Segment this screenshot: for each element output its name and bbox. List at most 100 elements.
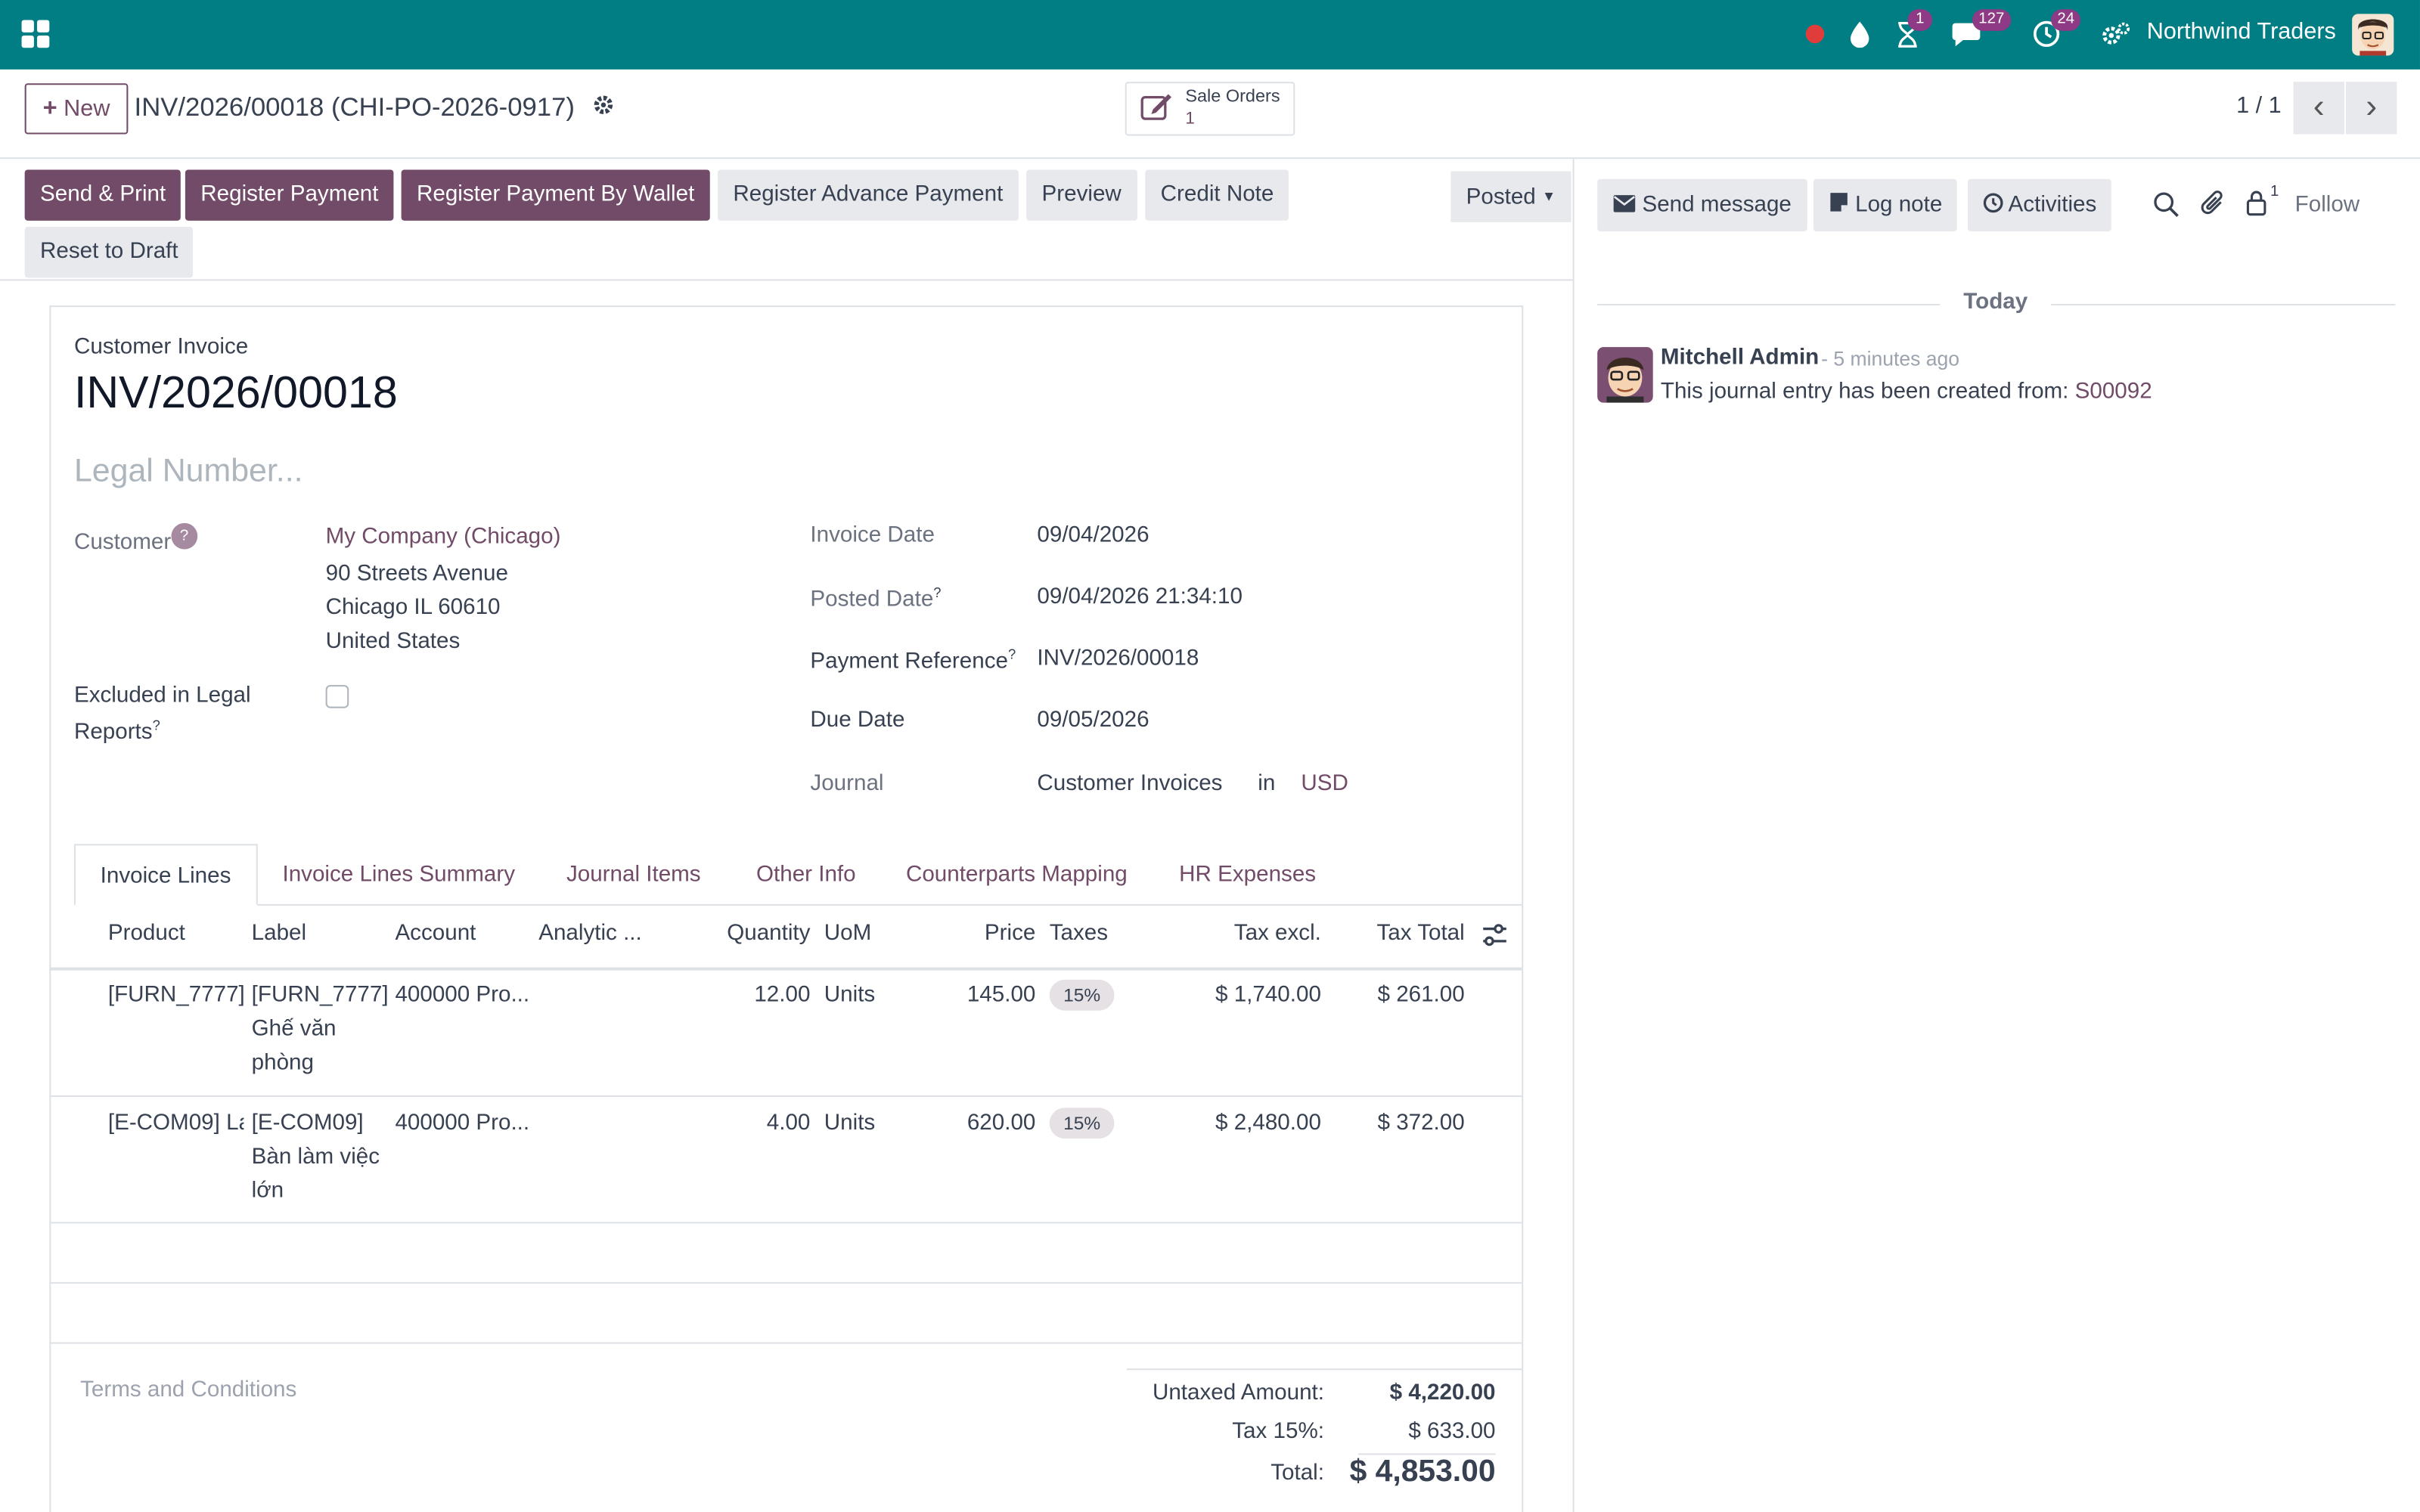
message-author[interactable]: Mitchell Admin [1660,345,1820,370]
credit-note-button[interactable]: Credit Note [1145,169,1289,221]
gear-icon[interactable] [593,89,615,123]
column-header-analytic[interactable]: Analytic ... [538,921,642,947]
column-header-product[interactable]: Product [107,921,185,947]
timers-badge: 24 [2051,9,2081,31]
row-1-product[interactable]: [FURN_7777] ' [107,982,244,1008]
row-2-tax-excl: $ 2,480.00 [1215,1111,1321,1136]
author-avatar[interactable] [1597,347,1653,403]
column-header-quantity[interactable]: Quantity [727,921,811,947]
date-separator-line [2051,304,2396,306]
preview-button[interactable]: Preview [1026,169,1137,221]
customer-link[interactable]: My Company (Chicago) [325,524,561,550]
pager-value[interactable]: 1 / 1 [2236,92,2282,119]
column-header-uom[interactable]: UoM [824,921,872,947]
record-dot-icon[interactable] [1800,15,1831,52]
gear-users-icon[interactable] [2099,15,2133,52]
pager-next-button[interactable]: › [2346,82,2397,135]
envelope-icon [1613,193,1637,218]
status-dropdown[interactable]: Posted ▼ [1450,171,1571,222]
row-1-label-line-3: phòng [251,1050,314,1076]
lock-icon [2245,191,2267,222]
tax-value: $ 633.00 [1408,1419,1496,1445]
followers-count: 1 [2270,183,2279,201]
invoice-date-field[interactable]: 09/04/2026 [1037,522,1150,548]
column-header-label[interactable]: Label [251,921,307,947]
follow-button[interactable]: Follow [2294,193,2360,218]
sale-orders-smart-button[interactable]: Sale Orders 1 [1125,82,1295,136]
register-payment-button[interactable]: Register Payment [185,169,394,221]
total-border [1357,1453,1496,1455]
customer-label-text: Customer [73,530,172,556]
row-2-tax-tag: 15% [1049,1108,1115,1139]
new-button[interactable]: + New [24,83,129,135]
drop-icon[interactable] [1844,15,1876,52]
posted-date-field[interactable]: 09/04/2026 21:34:10 [1037,584,1243,610]
tab-journal-items[interactable]: Journal Items [566,862,701,888]
followers-button[interactable]: 1 [2245,184,2279,222]
row-2-product[interactable]: [E-COM09] La [107,1111,244,1136]
tab-hr-expenses[interactable]: HR Expenses [1179,862,1317,888]
total-value: $ 4,853.00 [1349,1455,1496,1489]
smart-button-count: 1 [1185,109,1195,129]
search-icon[interactable] [2153,191,2180,224]
tab-other-info[interactable]: Other Info [755,862,856,888]
company-name[interactable]: Northwind Traders [2146,18,2336,45]
edit-icon [1140,91,1174,131]
row-2-uom: Units [824,1111,876,1136]
row-1-tax-total: $ 261.00 [1377,982,1465,1008]
reset-to-draft-button[interactable]: Reset to Draft [24,226,194,278]
untaxed-amount-value: $ 4,220.00 [1389,1380,1496,1406]
journal-field[interactable]: Customer Invoices [1037,771,1223,797]
clock-icon[interactable]: 24 [2030,9,2081,52]
row-1-tax-excl: $ 1,740.00 [1215,982,1321,1008]
message-body-text: This journal entry has been created from… [1660,380,2069,404]
payment-reference-field[interactable]: INV/2026/00018 [1037,646,1199,671]
row-1-label-line-1: [FURN_7777] [251,982,389,1008]
row-2-price: 620.00 [966,1111,1036,1136]
tab-counterparts-mapping[interactable]: Counterparts Mapping [905,862,1128,888]
send-message-button[interactable]: Send message [1597,178,1807,232]
hourglass-icon[interactable]: 1 [1891,9,1933,52]
column-header-taxes[interactable]: Taxes [1049,921,1109,947]
date-separator: Today [1963,290,2028,315]
log-note-button[interactable]: Log note [1813,178,1958,232]
column-header-tax-total[interactable]: Tax Total [1376,921,1465,947]
row-divider [49,1095,1522,1098]
excluded-label-line-2: Reports? [73,717,160,745]
column-header-price[interactable]: Price [984,921,1036,947]
activities-button[interactable]: Activities [1968,178,2112,232]
excluded-checkbox[interactable] [325,685,349,708]
register-payment-wallet-button[interactable]: Register Payment By Wallet [401,169,710,221]
sale-order-link[interactable]: S00092 [2074,380,2152,404]
column-header-tax-excl[interactable]: Tax excl. [1233,921,1321,947]
row-2-account: 400000 Pro... [395,1111,530,1136]
note-icon [1829,193,1849,218]
pager-previous-button[interactable]: ‹ [2293,82,2344,135]
tab-invoice-lines-summary[interactable]: Invoice Lines Summary [282,862,516,888]
paperclip-icon[interactable] [2201,190,2226,224]
help-icon[interactable]: ? [171,522,197,550]
optional-columns-icon[interactable] [1481,922,1508,953]
tabs-baseline [73,903,1522,906]
column-header-account[interactable]: Account [395,921,476,947]
row-2-label-line-3: lớn [251,1179,284,1204]
terms-conditions-field[interactable]: Terms and Conditions [80,1377,297,1403]
due-date-field[interactable]: 09/05/2026 [1037,708,1150,733]
clock-icon [1983,193,2003,218]
empty-row-divider [49,1281,1522,1284]
new-button-label: New [64,95,110,122]
currency-field[interactable]: USD [1301,771,1348,797]
status-label: Posted [1466,184,1536,210]
legal-number-field[interactable]: Legal Number... [73,453,303,489]
row-1-label-line-2: Ghế văn [251,1016,337,1042]
chat-icon[interactable]: 127 [1950,9,2011,52]
apps-menu-icon[interactable] [21,20,50,48]
user-avatar[interactable] [2352,14,2394,56]
register-advance-payment-button[interactable]: Register Advance Payment [717,169,1019,221]
address-line-1: 90 Streets Avenue [325,561,508,587]
row-2-label-line-1: [E-COM09] [251,1111,364,1136]
invoice-number: INV/2026/00018 [73,368,398,419]
send-print-button[interactable]: Send & Print [24,169,182,221]
tab-invoice-lines[interactable]: Invoice Lines [73,844,258,906]
excluded-label-line-1: Excluded in Legal [73,683,251,708]
